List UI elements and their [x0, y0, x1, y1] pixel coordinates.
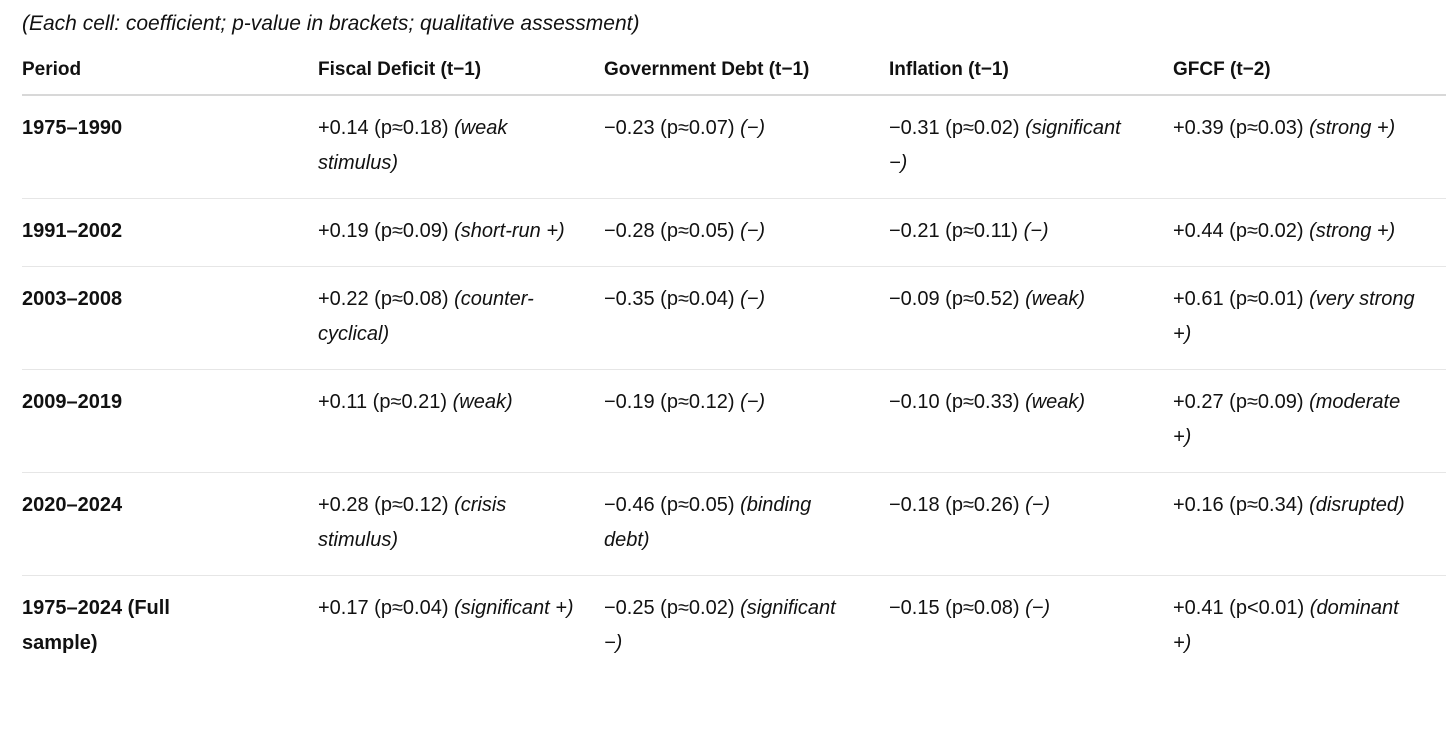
coefficient: −0.31 (p≈0.02)	[889, 117, 1020, 139]
coefficient: −0.09 (p≈0.52)	[889, 288, 1020, 310]
result-cell: −0.09 (p≈0.52) (weak)	[889, 266, 1173, 370]
coefficient: +0.28 (p≈0.12)	[318, 494, 449, 516]
coefficient: +0.14 (p≈0.18)	[318, 117, 449, 139]
assessment: (significant −)	[604, 597, 836, 654]
assessment: (crisis stimulus)	[318, 494, 507, 551]
period-cell: 2020–2024	[22, 472, 318, 576]
column-header: Period	[22, 58, 318, 96]
result-cell: +0.41 (p<0.01) (dominant +)	[1173, 576, 1446, 679]
assessment: (−)	[740, 220, 766, 242]
result-cell: +0.11 (p≈0.21) (weak)	[318, 369, 604, 473]
column-header: Fiscal Deficit (t−1)	[318, 58, 604, 96]
assessment: (strong +)	[1309, 220, 1396, 242]
coefficient: −0.28 (p≈0.05)	[604, 220, 735, 242]
table-row: 2020–2024 +0.28 (p≈0.12) (crisis stimulus…	[22, 472, 1446, 576]
assessment: (−)	[1025, 494, 1051, 516]
coefficient: −0.15 (p≈0.08)	[889, 597, 1020, 619]
table-body: 1975–1990 +0.14 (p≈0.18) (weak stimulus) −…	[22, 95, 1446, 678]
result-cell: +0.16 (p≈0.34) (disrupted)	[1173, 472, 1446, 576]
assessment: (significant −)	[889, 117, 1121, 174]
column-header: Government Debt (t−1)	[604, 58, 889, 96]
table-row: 2003–2008 +0.22 (p≈0.08) (counter-cyclica…	[22, 266, 1446, 370]
assessment: (−)	[1023, 220, 1049, 242]
coefficient: +0.27 (p≈0.09)	[1173, 391, 1304, 413]
column-header: GFCF (t−2)	[1173, 58, 1446, 96]
result-cell: +0.28 (p≈0.12) (crisis stimulus)	[318, 472, 604, 576]
assessment: (weak)	[1025, 288, 1086, 310]
period-cell: 2003–2008	[22, 266, 318, 370]
coefficient: −0.25 (p≈0.02)	[604, 597, 735, 619]
result-cell: −0.25 (p≈0.02) (significant −)	[604, 576, 889, 679]
result-cell: +0.44 (p≈0.02) (strong +)	[1173, 198, 1446, 267]
coefficient: −0.18 (p≈0.26)	[889, 494, 1020, 516]
result-cell: −0.46 (p≈0.05) (binding debt)	[604, 472, 889, 576]
table-note: (Each cell: coefficient; p-value in brac…	[22, 12, 640, 35]
coefficient: +0.19 (p≈0.09)	[318, 220, 449, 242]
assessment: (−)	[740, 391, 766, 413]
table-row: 2009–2019 +0.11 (p≈0.21) (weak) −0.19 (p≈0…	[22, 369, 1446, 473]
coefficient: +0.44 (p≈0.02)	[1173, 220, 1304, 242]
result-cell: −0.19 (p≈0.12) (−)	[604, 369, 889, 473]
assessment: (significant +)	[454, 597, 574, 619]
assessment: (−)	[740, 288, 766, 310]
table-row: 1975–2024 (Full sample) +0.17 (p≈0.04) (s…	[22, 576, 1446, 679]
coefficient: +0.41 (p<0.01)	[1173, 597, 1305, 619]
assessment: (binding debt)	[604, 494, 812, 551]
result-cell: +0.39 (p≈0.03) (strong +)	[1173, 95, 1446, 199]
result-cell: +0.19 (p≈0.09) (short-run +)	[318, 198, 604, 267]
assessment: (short-run +)	[454, 220, 565, 242]
column-header: Inflation (t−1)	[889, 58, 1173, 96]
result-cell: +0.14 (p≈0.18) (weak stimulus)	[318, 95, 604, 199]
period-cell: 1991–2002	[22, 198, 318, 267]
result-cell: −0.28 (p≈0.05) (−)	[604, 198, 889, 267]
period-cell: 1975–1990	[22, 95, 318, 199]
result-cell: −0.21 (p≈0.11) (−)	[889, 198, 1173, 267]
assessment: (moderate +)	[1173, 391, 1401, 448]
table-row: 1991–2002 +0.19 (p≈0.09) (short-run +) −0.…	[22, 198, 1446, 267]
result-cell: −0.15 (p≈0.08) (−)	[889, 576, 1173, 679]
coefficient: +0.17 (p≈0.04)	[318, 597, 449, 619]
coefficient: −0.19 (p≈0.12)	[604, 391, 735, 413]
assessment: (counter-cyclical)	[318, 288, 534, 345]
assessment: (strong +)	[1309, 117, 1396, 139]
coefficient: +0.61 (p≈0.01)	[1173, 288, 1304, 310]
period-cell: 2009–2019	[22, 369, 318, 473]
assessment: (weak)	[1025, 391, 1086, 413]
result-cell: +0.27 (p≈0.09) (moderate +)	[1173, 369, 1446, 473]
assessment: (very strong +)	[1173, 288, 1415, 345]
coefficient: +0.39 (p≈0.03)	[1173, 117, 1304, 139]
assessment: (weak)	[452, 391, 513, 413]
coefficient: +0.11 (p≈0.21)	[318, 391, 448, 413]
coefficient: +0.16 (p≈0.34)	[1173, 494, 1304, 516]
table-row: 1975–1990 +0.14 (p≈0.18) (weak stimulus) −…	[22, 95, 1446, 199]
coefficient: −0.21 (p≈0.11)	[889, 220, 1019, 242]
result-cell: −0.10 (p≈0.33) (weak)	[889, 369, 1173, 473]
coefficient: −0.23 (p≈0.07)	[604, 117, 735, 139]
assessment: (weak stimulus)	[318, 117, 508, 174]
result-cell: −0.35 (p≈0.04) (−)	[604, 266, 889, 370]
assessment: (dominant +)	[1173, 597, 1399, 654]
coefficient: −0.46 (p≈0.05)	[604, 494, 735, 516]
coefficient: −0.10 (p≈0.33)	[889, 391, 1020, 413]
coefficient: −0.35 (p≈0.04)	[604, 288, 735, 310]
header-row: Period Fiscal Deficit (t−1) Government Deb…	[22, 58, 1446, 96]
assessment: (disrupted)	[1309, 494, 1405, 516]
coefficient: +0.22 (p≈0.08)	[318, 288, 449, 310]
assessment: (−)	[1025, 597, 1051, 619]
result-cell: −0.31 (p≈0.02) (significant −)	[889, 95, 1173, 199]
result-cell: +0.61 (p≈0.01) (very strong +)	[1173, 266, 1446, 370]
results-table: Period Fiscal Deficit (t−1) Government Deb…	[22, 58, 1446, 678]
result-cell: −0.18 (p≈0.26) (−)	[889, 472, 1173, 576]
assessment: (−)	[740, 117, 766, 139]
result-cell: +0.22 (p≈0.08) (counter-cyclical)	[318, 266, 604, 370]
result-cell: −0.23 (p≈0.07) (−)	[604, 95, 889, 199]
period-cell: 1975–2024 (Full sample)	[22, 597, 170, 654]
result-cell: +0.17 (p≈0.04) (significant +)	[318, 576, 604, 679]
